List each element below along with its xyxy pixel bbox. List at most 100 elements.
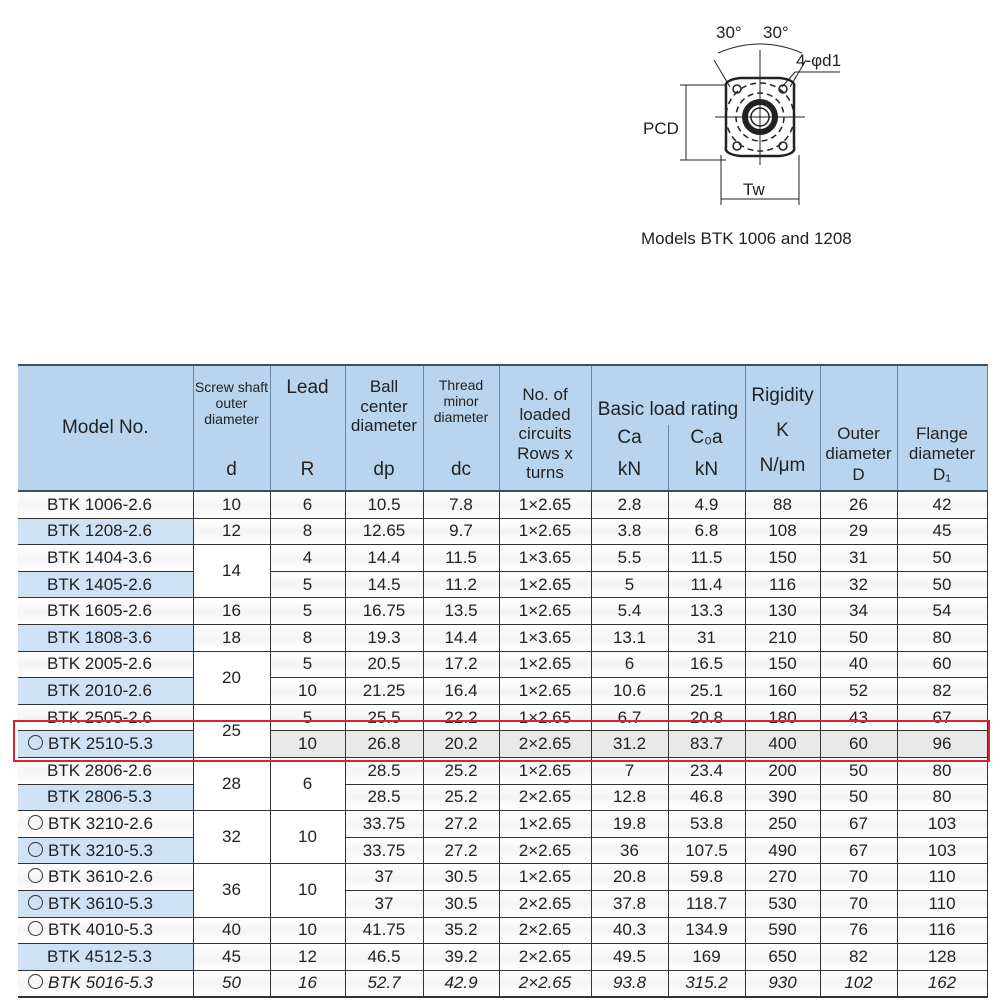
- cell-d1: 50: [896, 544, 988, 572]
- model-cell: BTK 4010-5.3: [18, 916, 194, 945]
- header-basic-load-rating: Basic load rating: [590, 364, 746, 425]
- model-number: BTK 1605-2.6: [47, 601, 152, 621]
- model-number: BTK 1405-2.6: [47, 574, 152, 594]
- cell-circuits: 1×2.65: [498, 756, 592, 785]
- cell-d: 45: [192, 943, 271, 971]
- cell-k: 160: [744, 677, 821, 705]
- cell-d: 50: [192, 969, 271, 999]
- cell-circuits: 1×2.65: [498, 570, 592, 599]
- model-cell: BTK 3610-2.6: [18, 863, 194, 891]
- cell-dc: 42.9: [422, 969, 500, 999]
- cell-r: 10: [269, 810, 346, 865]
- cell-d: 36: [192, 863, 271, 918]
- cell-d1: 103: [896, 810, 988, 838]
- cell-r: 5: [269, 597, 346, 625]
- cell-dc: 25.2: [422, 783, 500, 812]
- cell-dp: 26.8: [344, 730, 424, 758]
- cell-k: 270: [744, 863, 821, 891]
- table-row: BTK 1405-2.6 5 14.5 11.2 1×2.65 5 11.4 116 32 50: [18, 570, 988, 599]
- model-cell: BTK 3210-2.6: [18, 810, 194, 838]
- cell-d: 52: [819, 677, 898, 705]
- cell-c0a: 6.8: [667, 517, 746, 546]
- cell-ca: 5.5: [590, 544, 669, 572]
- cell-dc: 13.5: [422, 597, 500, 625]
- header-rigidity: Rigidity K N/μm: [744, 364, 821, 492]
- cell-circuits: 2×2.65: [498, 889, 592, 918]
- cell-dc: 39.2: [422, 943, 500, 971]
- circle-mark-icon: [28, 921, 43, 937]
- cell-d: 31: [819, 544, 898, 572]
- cell-d: 34: [819, 597, 898, 625]
- cell-dp: 14.5: [344, 570, 424, 599]
- cell-dp: 37: [344, 863, 424, 891]
- cell-circuits: 2×2.65: [498, 969, 592, 999]
- cell-c0a: 11.5: [667, 544, 746, 572]
- cell-dp: 28.5: [344, 783, 424, 812]
- model-cell: BTK 2510-5.3: [18, 730, 194, 758]
- model-number: BTK 2005-2.6: [47, 654, 152, 674]
- cell-d: 102: [819, 969, 898, 999]
- flange-outline-drawing: [680, 43, 840, 205]
- cell-c0a: 23.4: [667, 756, 746, 785]
- cell-circuits: 1×2.65: [498, 490, 592, 519]
- cell-d: 12: [192, 517, 271, 546]
- cell-dp: 25.5: [344, 703, 424, 732]
- cell-ca: 6.7: [590, 703, 669, 732]
- table-header: Model No. Screw shaft outer diameter d Le…: [18, 364, 988, 492]
- cell-dc: 20.2: [422, 730, 500, 758]
- cell-circuits: 2×2.65: [498, 943, 592, 971]
- table-row: BTK 5016-5.3 50 16 52.7 42.9 2×2.65 93.8 315.2 9…: [18, 969, 988, 999]
- cell-c0a: 4.9: [667, 490, 746, 519]
- cell-d: 60: [819, 730, 898, 758]
- header-coa: C₀a kN: [667, 425, 746, 492]
- angle-left-label: 30°: [716, 23, 742, 42]
- cell-k: 490: [744, 836, 821, 865]
- model-number: BTK 1404-3.6: [47, 547, 152, 567]
- cell-circuits: 2×2.65: [498, 783, 592, 812]
- model-number: BTK 2806-5.3: [47, 787, 152, 807]
- model-number: BTK 3610-5.3: [48, 893, 153, 913]
- table-row: BTK 1808-3.6 18 8 19.3 14.4 1×3.65 13.1 31 210 50…: [18, 623, 988, 652]
- cell-dc: 11.5: [422, 544, 500, 572]
- cell-k: 88: [744, 490, 821, 519]
- cell-k: 150: [744, 650, 821, 679]
- circle-mark-icon: [28, 868, 43, 884]
- cell-k: 650: [744, 943, 821, 971]
- circle-mark-icon: [28, 974, 43, 990]
- cell-d: 67: [819, 810, 898, 838]
- angle-right-label: 30°: [763, 23, 789, 42]
- cell-c0a: 315.2: [667, 969, 746, 999]
- cell-ca: 10.6: [590, 677, 669, 705]
- cell-dc: 27.2: [422, 810, 500, 838]
- cell-d: 26: [819, 490, 898, 519]
- cell-r: 8: [269, 623, 346, 652]
- cell-c0a: 25.1: [667, 677, 746, 705]
- cell-dp: 16.75: [344, 597, 424, 625]
- cell-circuits: 1×3.65: [498, 544, 592, 572]
- cell-r: 10: [269, 863, 346, 918]
- cell-k: 116: [744, 570, 821, 599]
- cell-d1: 96: [896, 730, 988, 758]
- model-cell: BTK 2806-2.6: [18, 756, 194, 785]
- cell-d1: 162: [896, 969, 988, 999]
- cell-dc: 30.5: [422, 863, 500, 891]
- header-dc: Thread minor diameter dc: [422, 364, 500, 492]
- cell-ca: 40.3: [590, 916, 669, 945]
- cell-k: 250: [744, 810, 821, 838]
- model-number: BTK 1208-2.6: [47, 521, 152, 541]
- header-model: Model No.: [18, 364, 194, 492]
- cell-d: 32: [819, 570, 898, 599]
- header-d: Screw shaft outer diameter d: [192, 364, 271, 492]
- cell-circuits: 1×2.65: [498, 517, 592, 546]
- table-row: BTK 3610-5.3 37 30.5 2×2.65 37.8 118.7 530 70 11…: [18, 889, 988, 918]
- cell-d1: 110: [896, 863, 988, 891]
- cell-d1: 110: [896, 889, 988, 918]
- table-row: BTK 3210-5.3 33.75 27.2 2×2.65 36 107.5 490 67 1…: [18, 836, 988, 865]
- cell-d1: 128: [896, 943, 988, 971]
- cell-c0a: 53.8: [667, 810, 746, 838]
- cell-dc: 30.5: [422, 889, 500, 918]
- cell-dc: 22.2: [422, 703, 500, 732]
- circle-mark-icon: [28, 814, 43, 830]
- cell-r: 16: [269, 969, 346, 999]
- cell-c0a: 16.5: [667, 650, 746, 679]
